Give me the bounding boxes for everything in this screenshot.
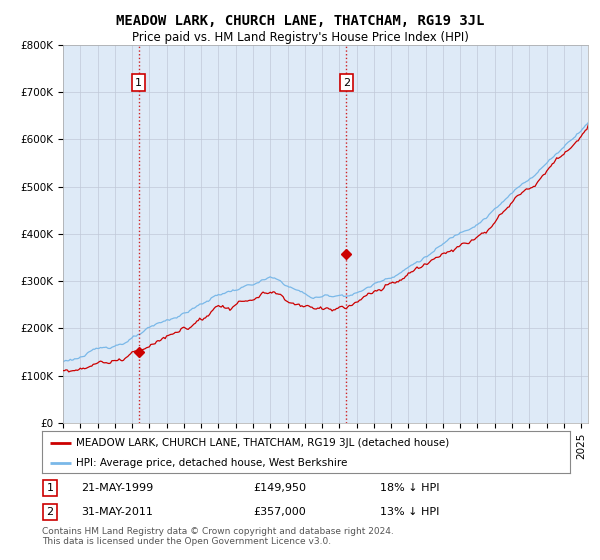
- Text: 13% ↓ HPI: 13% ↓ HPI: [380, 507, 439, 517]
- Text: 21-MAY-1999: 21-MAY-1999: [82, 483, 154, 493]
- Text: £357,000: £357,000: [253, 507, 306, 517]
- Text: 1: 1: [46, 483, 53, 493]
- Text: 2: 2: [343, 78, 350, 87]
- Text: HPI: Average price, detached house, West Berkshire: HPI: Average price, detached house, West…: [76, 458, 347, 468]
- Text: 31-MAY-2011: 31-MAY-2011: [82, 507, 154, 517]
- Text: 18% ↓ HPI: 18% ↓ HPI: [380, 483, 439, 493]
- Text: 1: 1: [135, 78, 142, 87]
- Text: £149,950: £149,950: [253, 483, 306, 493]
- Text: MEADOW LARK, CHURCH LANE, THATCHAM, RG19 3JL (detached house): MEADOW LARK, CHURCH LANE, THATCHAM, RG19…: [76, 438, 449, 448]
- Text: Price paid vs. HM Land Registry's House Price Index (HPI): Price paid vs. HM Land Registry's House …: [131, 31, 469, 44]
- Text: 2: 2: [46, 507, 53, 517]
- Text: MEADOW LARK, CHURCH LANE, THATCHAM, RG19 3JL: MEADOW LARK, CHURCH LANE, THATCHAM, RG19…: [116, 14, 484, 28]
- Text: Contains HM Land Registry data © Crown copyright and database right 2024.
This d: Contains HM Land Registry data © Crown c…: [42, 526, 394, 546]
